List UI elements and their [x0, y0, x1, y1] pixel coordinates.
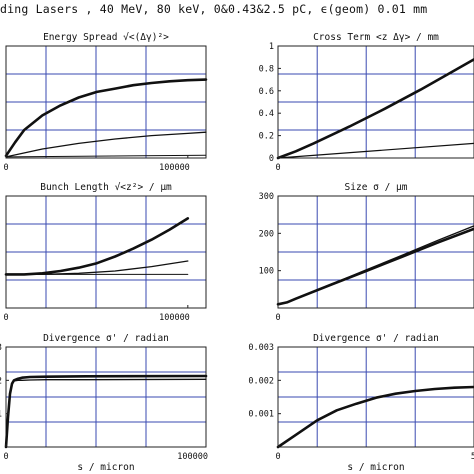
y-tick-label: 0.001 [0, 410, 2, 420]
x-tick-label: 0 [275, 163, 280, 173]
panel-frame [5, 346, 207, 448]
panel-frame [277, 45, 474, 159]
y-tick-label: 0.2 [259, 132, 274, 142]
x-tick-label: 0 [275, 313, 280, 323]
x-tick-label: 0 [275, 452, 280, 462]
y-tick-label: 0.003 [248, 343, 274, 353]
x-tick-label: 0 [3, 452, 8, 462]
y-tick-label: 0.002 [0, 376, 2, 386]
panel-frame [277, 195, 474, 309]
y-tick-label: 1 [269, 42, 274, 52]
panel-title: Size σ / μm [345, 182, 408, 193]
series-line-2 [277, 142, 474, 159]
y-tick-label: 100 [259, 267, 274, 277]
series-line-1 [4, 374, 208, 449]
series-line-1 [4, 78, 208, 158]
x-axis-label: s / micron [347, 462, 404, 473]
y-tick-label: 0.002 [248, 376, 274, 386]
panel-title: Cross Term <z Δγ> / mm [313, 32, 439, 43]
y-tick-label: 0.8 [259, 64, 274, 74]
panel-title: Energy Spread √<(Δγ)²> [43, 32, 169, 43]
panel-frame [5, 195, 207, 309]
series-line-2 [277, 225, 474, 305]
panel-frame [277, 346, 474, 448]
y-tick-label: 0.4 [259, 109, 274, 119]
series-line-1 [276, 385, 474, 449]
series-line-1 [276, 227, 474, 306]
series-line-1 [4, 217, 190, 276]
x-tick-label: 0 [3, 163, 8, 173]
figure-header: ding Lasers , 40 MeV, 80 keV, 0&0.43&2.5… [0, 2, 428, 16]
x-tick-label: 100000 [177, 452, 208, 462]
y-tick-label: 300 [259, 192, 274, 202]
panel-title: Divergence σ' / radian [43, 333, 169, 344]
x-axis-label: s / micron [77, 462, 134, 473]
y-tick-label: 0.001 [248, 410, 274, 420]
x-tick-label: 100000 [159, 313, 190, 323]
y-tick-label: 0.003 [0, 343, 2, 353]
series-line-2 [5, 378, 207, 448]
panel-frame [5, 45, 207, 159]
series-line-3 [5, 154, 207, 158]
y-tick-label: 0.6 [259, 87, 274, 97]
y-tick-label: 0 [269, 154, 274, 164]
x-tick-label: 5 [471, 452, 474, 462]
x-tick-label: 100000 [159, 163, 190, 173]
y-tick-label: 200 [259, 229, 274, 239]
series-line-2 [5, 131, 207, 158]
panel-title: Divergence σ' / radian [313, 333, 439, 344]
panel-title: Bunch Length √<z²> / μm [40, 182, 172, 193]
series-line-1 [276, 58, 474, 160]
x-tick-label: 0 [3, 313, 8, 323]
